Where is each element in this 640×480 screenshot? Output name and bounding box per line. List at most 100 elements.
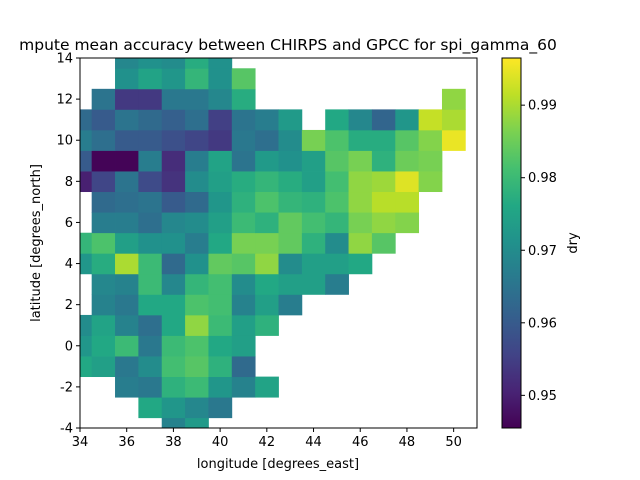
heatmap-cell [418, 171, 443, 193]
heatmap-cell [138, 68, 163, 90]
heatmap-cell [91, 294, 116, 316]
y-tick-label: 6 [65, 216, 73, 231]
heatmap-cell [161, 294, 186, 316]
heatmap-cell [348, 253, 373, 275]
heatmap-cell [115, 232, 139, 254]
heatmap-cell [208, 376, 233, 398]
heatmap-cell [348, 191, 373, 213]
heatmap-cell [301, 212, 326, 234]
heatmap-cell [208, 171, 233, 193]
heatmap-cell [115, 314, 139, 336]
x-axis-ticks: 34 36 38 40 42 44 46 48 50 [72, 428, 462, 450]
colorbar-tick-label: 0.96 [528, 316, 557, 331]
heatmap-cell [161, 58, 186, 69]
heatmap-cell [231, 253, 256, 275]
heatmap-cell [80, 232, 93, 254]
heatmap-cell [395, 191, 420, 213]
heatmap-cell [161, 417, 186, 429]
heatmap-cell [91, 232, 116, 254]
heatmap-cell [185, 68, 209, 90]
heatmap-cell [115, 253, 139, 275]
heatmap-cell [231, 191, 256, 213]
heatmap-cell [185, 129, 209, 151]
heatmap-cell [371, 232, 396, 254]
heatmap-cell [255, 253, 279, 275]
x-tick-label: 48 [399, 435, 416, 450]
heatmap-cell [91, 129, 116, 151]
heatmap-cell [278, 171, 303, 193]
heatmap-cell [91, 150, 116, 172]
heatmap-cell [278, 191, 303, 213]
heatmap-cell [371, 171, 396, 193]
heatmap-cell [348, 232, 373, 254]
heatmap-cell [231, 356, 256, 378]
heatmap-cell [161, 150, 186, 172]
heatmap-cell [138, 253, 163, 275]
heatmap-cell [185, 356, 209, 378]
heatmap-cell [115, 150, 139, 172]
heatmap-cell [255, 191, 279, 213]
heatmap-cell [255, 212, 279, 234]
heatmap-cell [208, 294, 233, 316]
heatmap-cell [91, 314, 116, 336]
heatmap-cell [115, 58, 139, 69]
x-tick-label: 34 [72, 435, 89, 450]
heatmap-cell [301, 129, 326, 151]
heatmap-cell [395, 150, 420, 172]
heatmap-cell [278, 129, 303, 151]
colorbar-tick-label: 0.97 [528, 244, 557, 259]
plot-frame [79, 57, 478, 429]
heatmap-cell [185, 417, 209, 429]
y-tick-label: -4 [60, 422, 73, 437]
x-tick-label: 40 [212, 435, 229, 450]
heatmap-cell [208, 212, 233, 234]
heatmap-cell [115, 191, 139, 213]
chart-title: mpute mean accuracy between CHIRPS and G… [19, 36, 557, 55]
colorbar: 0.95 0.96 0.97 0.98 0.99 dry [501, 57, 581, 429]
x-tick-label: 36 [118, 435, 135, 450]
heatmap-cell [301, 253, 326, 275]
heatmap-cell [138, 397, 163, 419]
heatmap-cell [138, 129, 163, 151]
heatmap-cell [185, 150, 209, 172]
heatmap-cell [161, 171, 186, 193]
heatmap-cell [185, 191, 209, 213]
heatmap-cell [325, 150, 349, 172]
heatmap-cell [185, 335, 209, 357]
heatmap-cell [278, 109, 303, 131]
y-tick-label: 8 [65, 175, 73, 190]
heatmap-cell [161, 88, 186, 110]
y-tick-label: -2 [60, 380, 73, 395]
heatmap-cell [255, 294, 279, 316]
heatmap-cell [208, 356, 233, 378]
heatmap-cell [278, 273, 303, 295]
heatmap-cell [278, 294, 303, 316]
y-tick-label: 4 [65, 257, 73, 272]
heatmap-cell [371, 109, 396, 131]
y-tick-label: 10 [56, 134, 73, 149]
colorbar-frame [501, 57, 522, 429]
heatmap-cell [80, 109, 93, 131]
heatmap-cell [115, 68, 139, 90]
colorbar-ticks: 0.95 0.96 0.97 0.98 0.99 [521, 99, 557, 404]
heatmap-cell [325, 191, 349, 213]
heatmap-cell [80, 129, 93, 151]
heatmap-cell [395, 129, 420, 151]
heatmap-cell [301, 273, 326, 295]
heatmap-cell [208, 109, 233, 131]
heatmap-cell [348, 171, 373, 193]
heatmap-cell [80, 150, 93, 172]
heatmap-cell [138, 376, 163, 398]
heatmap-cell [161, 376, 186, 398]
heatmap-cell [278, 232, 303, 254]
heatmap-cell [208, 191, 233, 213]
heatmap-cell [348, 129, 373, 151]
heatmap-cell [301, 232, 326, 254]
heatmap-cell [231, 171, 256, 193]
heatmap-cell [371, 191, 396, 213]
heatmap-cell [255, 171, 279, 193]
heatmap-cell [80, 356, 93, 378]
heatmap-cell [138, 356, 163, 378]
heatmap-cell [161, 129, 186, 151]
heatmap-cell [161, 335, 186, 357]
